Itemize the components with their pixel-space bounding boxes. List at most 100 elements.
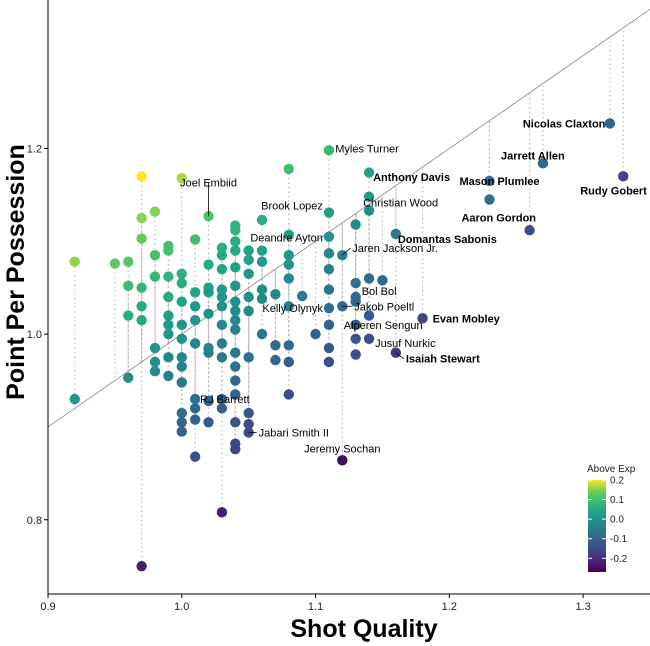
data-point [216, 507, 228, 518]
data-point [189, 301, 201, 312]
point-label: Evan Mobley [433, 313, 501, 325]
legend-title: Above Exp [587, 464, 636, 475]
point-label: Jeremy Sochan [304, 443, 380, 455]
y-tick-label: 1.2 [27, 144, 42, 156]
legend-tick-label: 0.2 [610, 476, 624, 487]
data-point [230, 296, 241, 307]
data-point [230, 280, 241, 292]
data-point [163, 319, 174, 331]
data-point [323, 342, 335, 354]
point-label: Rudy Gobert [580, 185, 647, 197]
data-point [149, 342, 161, 354]
data-point [216, 263, 228, 275]
data-point [243, 245, 254, 256]
data-point [136, 560, 147, 572]
data-point [176, 173, 187, 184]
data-point [350, 333, 361, 344]
point-label: Jabari Smith II [259, 428, 329, 440]
data-point [243, 291, 254, 303]
point-label: Jaren Jackson Jr. [352, 243, 438, 255]
data-point [176, 296, 187, 307]
data-point [283, 273, 294, 284]
data-point [176, 277, 187, 289]
data-point [216, 393, 228, 405]
point-label: Brook Lopez [261, 201, 323, 213]
data-point [270, 354, 281, 366]
data-point [323, 284, 335, 295]
data-point [176, 426, 187, 437]
data-point [363, 333, 375, 344]
data-point [230, 389, 241, 400]
data-point [216, 242, 228, 254]
point-label: Alperen Sengun [344, 320, 423, 332]
reference-line [48, 8, 650, 428]
data-point [310, 328, 321, 340]
data-point [230, 236, 241, 247]
y-axis-title: Point Per Possession [2, 144, 30, 400]
data-point [176, 268, 187, 279]
point-label: Nicolas Claxton [523, 118, 606, 130]
point-label: Isaiah Stewart [406, 354, 480, 366]
y-tick-label: 0.8 [27, 515, 42, 527]
data-point [350, 296, 361, 307]
data-point [230, 305, 241, 317]
data-point [203, 287, 214, 298]
data-point [136, 171, 147, 182]
data-point [283, 301, 294, 312]
x-axis-title: Shot Quality [290, 615, 437, 643]
y-axis-ticks: 0.8 1.0 1.2 [27, 144, 48, 527]
data-point [176, 417, 187, 428]
data-point [136, 315, 147, 326]
data-point [176, 361, 187, 372]
data-point [203, 347, 214, 358]
x-tick-label: 1.2 [442, 601, 457, 613]
data-point [323, 319, 335, 331]
point-label: Mason Plumlee [459, 176, 539, 188]
data-point [270, 340, 281, 351]
y-tick-label: 1.0 [27, 329, 42, 341]
data-point [256, 293, 268, 305]
data-point [230, 361, 241, 372]
data-point [216, 250, 228, 261]
label-leader [342, 247, 351, 256]
data-point [136, 282, 147, 293]
data-point [216, 403, 228, 414]
point-label: Joel Embiid [180, 177, 237, 189]
legend-colorbar [588, 480, 606, 572]
data-point [323, 302, 335, 314]
data-point [243, 352, 254, 363]
data-point [390, 347, 402, 358]
data-point [243, 305, 254, 317]
point-label: Christian Wood [363, 198, 438, 210]
legend-tick-label: -0.1 [610, 534, 628, 545]
data-point [149, 250, 161, 261]
data-point [323, 263, 335, 275]
point-label: Jusuf Nurkic [375, 338, 436, 350]
data-point [136, 301, 147, 312]
point-label: Jarrett Allen [501, 150, 565, 162]
data-point [189, 315, 201, 326]
data-point [189, 234, 201, 245]
data-point [350, 277, 361, 289]
data-point [123, 280, 134, 292]
data-point [203, 259, 214, 270]
x-tick-label: 1.0 [174, 601, 189, 613]
point-labels: Joel Embiid Myles Turner Anthony Davis Chri… [180, 118, 647, 455]
data-point [283, 163, 294, 175]
data-point [256, 328, 268, 340]
data-point [69, 393, 80, 405]
data-point [283, 356, 294, 368]
data-point [337, 455, 348, 466]
data-point [604, 118, 616, 129]
data-point [363, 191, 375, 202]
data-point [230, 324, 241, 335]
data-point [283, 389, 294, 400]
point-label: RJ Barrett [200, 394, 250, 406]
data-point [149, 271, 161, 282]
data-point [243, 268, 254, 279]
data-point [163, 310, 174, 321]
data-point [189, 287, 201, 298]
data-point [163, 245, 174, 256]
points-layer [69, 118, 629, 572]
